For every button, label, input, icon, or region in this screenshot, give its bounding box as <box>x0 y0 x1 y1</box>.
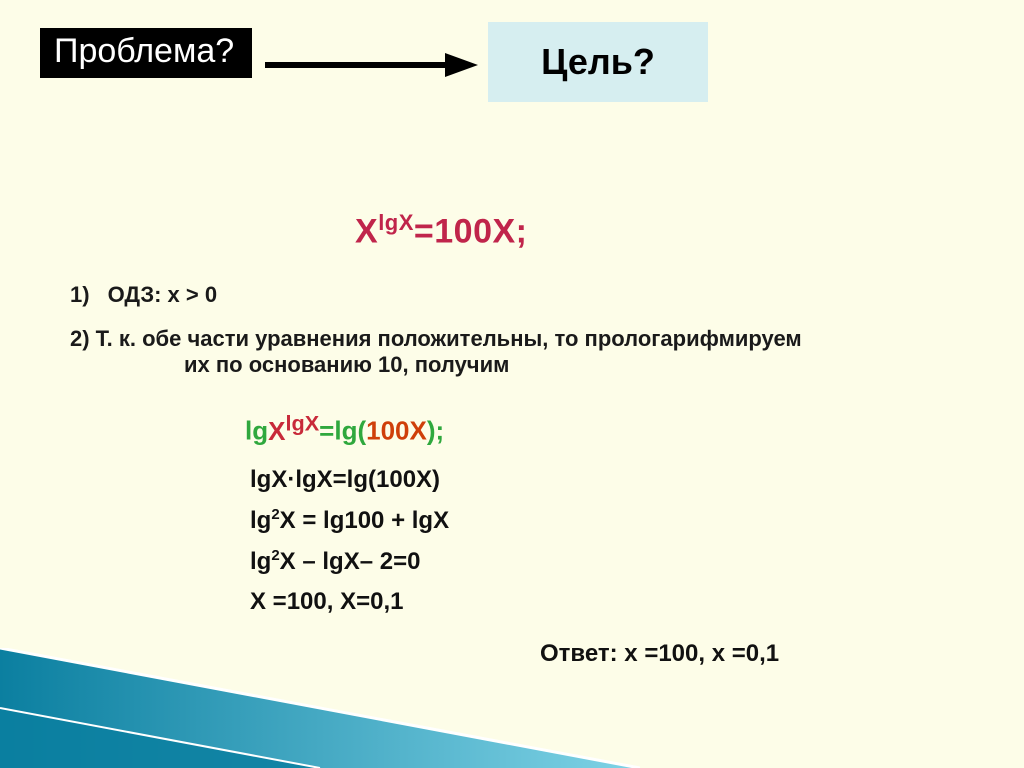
main-eq-exp: lgX <box>378 210 414 235</box>
goal-box: Цель? <box>488 22 708 102</box>
odz-line: 1) ОДЗ: х > 0 <box>70 282 217 308</box>
clog-x: XlgX <box>268 416 319 446</box>
arrow-icon <box>260 45 480 85</box>
clog-close: ); <box>427 416 444 446</box>
math-line-1: lgX·lgX=lg(100X) <box>250 460 449 501</box>
math-line-2: lg2X = lg100 + lgX <box>250 501 449 542</box>
math-line-3: lg2X – lgX– 2=0 <box>250 542 449 583</box>
justify-line: 2) Т. к. обе части уравнения положительн… <box>70 326 802 378</box>
justify-prefix: 2) Т. к. обе части уравнения положительн… <box>70 326 802 351</box>
math-line-4: X =100, X=0,1 <box>250 582 449 623</box>
odz-text: ОДЗ: х > 0 <box>108 282 218 307</box>
problem-label: Проблема? <box>54 32 234 70</box>
problem-box: Проблема? <box>40 28 252 78</box>
main-eq-rest: =100X; <box>414 212 528 250</box>
math-block: lgX·lgX=lg(100X) lg2X = lg100 + lgX lg2X… <box>250 460 449 623</box>
colored-log-line: lgXlgX=lg(100X); <box>245 410 444 447</box>
clog-100x: 100X <box>366 416 427 446</box>
goal-label: Цель? <box>541 41 655 83</box>
main-eq-base: X <box>355 212 378 250</box>
odz-number: 1) <box>70 282 90 307</box>
main-equation: XlgX=100X; <box>355 210 528 251</box>
decorative-wedge <box>0 648 640 768</box>
justify-continuation: их по основанию 10, получим <box>184 352 802 378</box>
clog-eq: =lg( <box>319 416 366 446</box>
clog-lg: lg <box>245 416 268 446</box>
